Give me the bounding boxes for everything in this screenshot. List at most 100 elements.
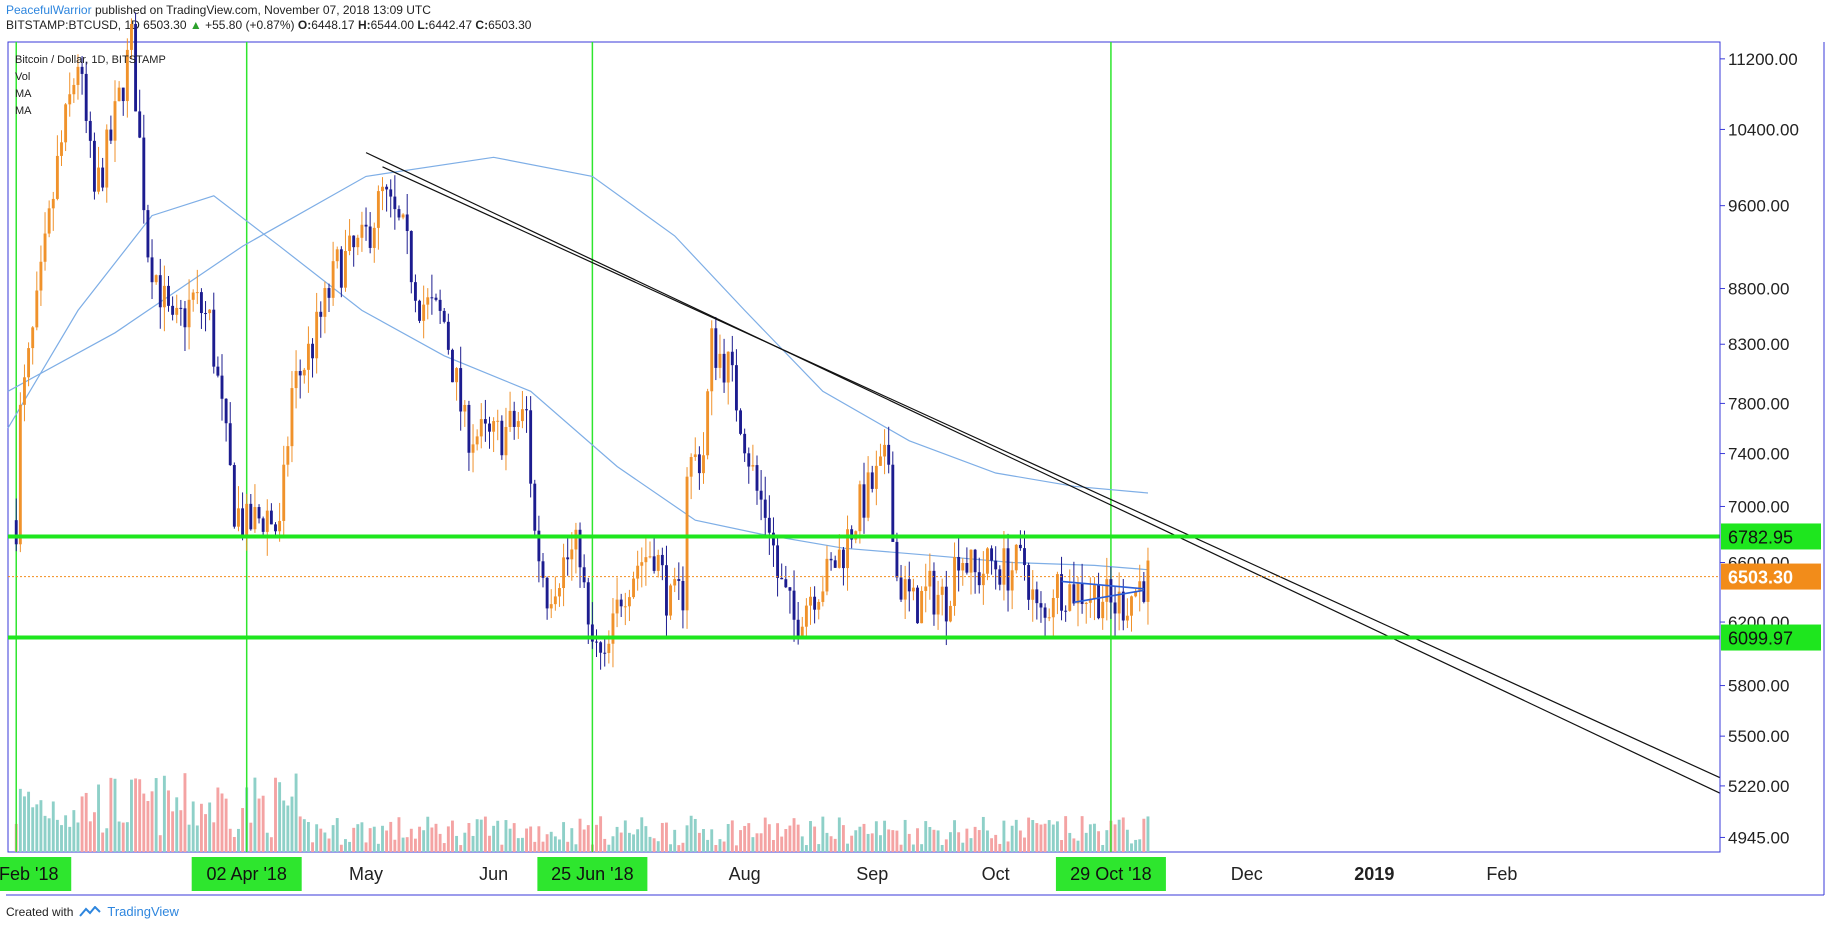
volume-bar [23, 796, 26, 852]
candle-body [825, 558, 829, 592]
volume-bar [442, 843, 446, 852]
candle-body [1130, 596, 1133, 616]
level-line-layer[interactable] [8, 534, 1720, 640]
candle-body [356, 237, 360, 248]
volume-bar [335, 818, 339, 852]
volume-bar [142, 793, 146, 852]
volume-bar [125, 822, 129, 852]
candle-body [208, 309, 212, 314]
level-price-label: 6782.95 [1728, 527, 1793, 547]
volume-bar [969, 838, 973, 852]
volume-bar [1121, 817, 1125, 852]
time-tick-label: Feb [1486, 864, 1517, 884]
candle-body [228, 423, 232, 466]
candle-body [422, 304, 426, 321]
volume-bar [117, 821, 121, 852]
price-tick-label: 5500.00 [1728, 727, 1789, 746]
candle-body [224, 398, 228, 424]
volume-bar [397, 817, 401, 852]
volume-bar [879, 835, 882, 852]
candle-body [887, 444, 891, 465]
candle-body [932, 570, 936, 615]
volume-bar [496, 820, 500, 852]
last-price-text: 6503.30 [143, 18, 187, 32]
plot-area[interactable] [7, 41, 1721, 853]
volume-bar [899, 844, 903, 852]
volume-bar [846, 843, 849, 852]
volume-bar [372, 826, 376, 852]
candle-body [1142, 581, 1146, 602]
volume-bar [1047, 820, 1051, 852]
author-link[interactable]: PeacefulWarrior [6, 3, 92, 17]
volume-bar [1076, 840, 1080, 852]
legend-item-ma-2[interactable]: MA [15, 105, 32, 117]
volume-bar [1138, 839, 1142, 852]
volume-bar [405, 837, 409, 852]
created-with-text: Created with [6, 904, 74, 919]
volume-bar [973, 826, 977, 852]
candle-body [426, 297, 430, 305]
high-label: H: [357, 18, 371, 32]
candle-body [833, 560, 837, 568]
volume-bar [710, 829, 714, 852]
candle-body [282, 464, 286, 521]
volume-bar [1006, 841, 1010, 852]
candle-body [726, 351, 730, 383]
trend-line [382, 166, 1721, 779]
candle-body [582, 567, 586, 583]
volume-bar [438, 833, 442, 852]
candle-body [1010, 570, 1014, 591]
volume-bar [800, 836, 804, 852]
volume-bar [323, 832, 327, 852]
volume-bar [1130, 843, 1133, 852]
price-axis[interactable] [1720, 42, 1826, 852]
legend-item-vol[interactable]: Vol [15, 71, 31, 83]
chart-legend: Bitcoin / Dollar, 1D, BITSTAMP Vol MA MA [15, 52, 166, 120]
candle-body [837, 549, 841, 568]
volume-bar [483, 816, 487, 852]
candle-body [874, 465, 878, 489]
volume-bar [1088, 824, 1092, 852]
candle-body [965, 563, 969, 573]
candle-body [862, 484, 866, 518]
candle-body [841, 549, 845, 569]
candle-body [702, 455, 705, 474]
volume-bar [780, 836, 784, 852]
candle-body [187, 299, 191, 328]
volume-bar [212, 822, 216, 852]
legend-item-ma-1[interactable]: MA [15, 88, 32, 100]
candle-body [245, 503, 249, 535]
candle-body [331, 261, 335, 298]
volume-bar [208, 802, 212, 852]
volume-bar [1125, 829, 1129, 852]
volume-bar [821, 816, 825, 852]
candle-body [154, 275, 158, 283]
volume-bar [352, 827, 356, 852]
volume-bar [18, 788, 22, 852]
volume-bar [829, 836, 833, 852]
high-value: 6544.00 [370, 18, 414, 32]
volume-bar [269, 837, 273, 852]
candle-body [796, 619, 800, 636]
candle-body [776, 545, 780, 578]
candle-body [1068, 584, 1072, 611]
volume-bar [500, 844, 504, 852]
candle-body [829, 558, 833, 561]
volume-bar [636, 829, 640, 852]
date-highlight-label: 29 Oct '18 [1070, 864, 1151, 884]
tradingview-link[interactable]: TradingView [107, 904, 179, 919]
candle-body [199, 292, 203, 314]
candle-body [446, 321, 450, 350]
time-tick-label: 2019 [1354, 864, 1394, 884]
volume-bar [1039, 824, 1043, 852]
price-tick-label: 5220.00 [1728, 777, 1789, 796]
candle-body [953, 556, 956, 606]
volume-bar [586, 825, 590, 852]
trend-line-layer[interactable] [365, 152, 1721, 794]
volume-bar [430, 827, 434, 852]
volume-bar [1117, 819, 1121, 852]
candle-body [265, 510, 269, 532]
candle-body [656, 554, 660, 571]
candle-body [401, 214, 405, 218]
